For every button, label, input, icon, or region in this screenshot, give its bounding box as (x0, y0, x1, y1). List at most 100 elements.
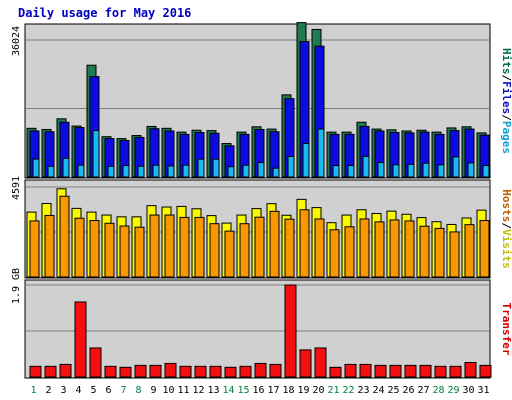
bar-hosts (344, 226, 355, 278)
bar-pages (347, 165, 355, 178)
bar-pages (107, 165, 115, 178)
bar-transfer (104, 365, 117, 378)
bar-pages (482, 165, 490, 178)
x-tick-label: 4 (75, 385, 81, 396)
axis-label-part: Hosts (500, 189, 512, 222)
x-tick-label: 26 (402, 385, 414, 396)
x-tick-label: 11 (177, 385, 189, 396)
axis-label: Transfer (500, 303, 512, 356)
x-tick-label: 16 (252, 385, 264, 396)
bar-transfer (74, 301, 87, 378)
x-tick-label: 14 (222, 385, 234, 396)
bar-pages (32, 158, 40, 178)
bar-pages (137, 165, 145, 178)
axis-label-part: / (500, 114, 512, 121)
bar-transfer (44, 365, 57, 378)
bar-hosts (164, 214, 175, 278)
chart-title: Daily usage for May 2016 (18, 6, 192, 20)
bar-hosts (314, 218, 325, 278)
bar-hosts (359, 218, 370, 278)
bar-hosts (134, 226, 145, 278)
x-tick-label: 19 (297, 385, 309, 396)
panel-visits: 4591 Hosts/Visits (11, 176, 512, 279)
bar-transfer (164, 362, 177, 378)
bar-pages (272, 167, 280, 178)
bar-pages (242, 164, 250, 178)
x-tick-label: 17 (267, 385, 279, 396)
x-tick-label: 21 (327, 385, 339, 396)
bar-pages (377, 162, 385, 178)
x-tick-label: 31 (477, 385, 489, 396)
bar-transfer (29, 365, 42, 378)
bar-pages (152, 164, 160, 178)
x-tick-label: 8 (135, 385, 141, 396)
bar-transfer (89, 347, 102, 378)
bar-transfer (239, 365, 252, 378)
x-tick-label: 22 (342, 385, 354, 396)
bar-transfer (134, 364, 147, 378)
bar-transfer (59, 363, 72, 378)
bar-hosts (269, 210, 280, 278)
bar-hosts (59, 195, 70, 278)
axis-label-part: / (500, 75, 512, 82)
bar-pages (407, 163, 415, 178)
bar-transfer (284, 284, 297, 378)
axis-label-part: Visits (500, 229, 512, 269)
bar-transfer (434, 365, 447, 378)
bar-hosts (464, 224, 475, 278)
x-tick-label: 12 (192, 385, 204, 396)
bar-transfer (254, 362, 267, 378)
max-value-label: 1.9 GB (11, 268, 22, 304)
x-tick-label: 25 (387, 385, 399, 396)
axis-label-part: / (500, 222, 512, 229)
x-tick-label: 1 (30, 385, 36, 396)
x-tick-label: 9 (150, 385, 156, 396)
x-tick-label: 29 (447, 385, 459, 396)
bar-transfer (344, 363, 357, 378)
x-tick-label: 30 (462, 385, 474, 396)
axis-label-part: Pages (500, 121, 512, 154)
x-tick-label: 5 (90, 385, 96, 396)
axis-label-part: Transfer (500, 303, 512, 356)
bar-hosts (284, 218, 295, 278)
x-tick-label: 3 (60, 385, 66, 396)
bar-transfer (464, 361, 477, 378)
bar-hosts (29, 220, 40, 278)
bar-transfer (449, 365, 462, 378)
bar-hosts (449, 231, 460, 278)
bar-hosts (404, 220, 415, 278)
bar-transfer (374, 364, 387, 378)
x-tick-label: 27 (417, 385, 429, 396)
bar-hosts (329, 229, 340, 278)
bar-pages (77, 164, 85, 178)
bar-pages (332, 165, 340, 178)
bar-hosts (299, 209, 310, 278)
bar-hosts (419, 225, 430, 278)
axis-label: Hits/Files/Pages (500, 48, 512, 154)
bar-hosts (209, 223, 220, 278)
bar-transfer (389, 364, 402, 378)
bar-transfer (479, 364, 492, 378)
bar-transfer (329, 366, 342, 378)
bar-transfer (419, 364, 432, 378)
bar-transfer (224, 366, 237, 378)
bar-pages (287, 155, 295, 178)
bar-pages (422, 162, 430, 178)
bar-pages (257, 162, 265, 178)
bar-pages (167, 165, 175, 178)
bar-hosts (224, 230, 235, 278)
bar-hosts (239, 223, 250, 278)
bar-hosts (149, 214, 160, 278)
bar-hosts (254, 216, 265, 278)
panel-transfer: 1.9 GB Transfer (11, 268, 512, 379)
bar-hosts (389, 219, 400, 278)
bar-pages (62, 157, 70, 178)
axis-label: Hosts/Visits (500, 189, 512, 269)
x-tick-label: 13 (207, 385, 219, 396)
x-tick-label: 15 (237, 385, 249, 396)
bar-hosts (194, 216, 205, 278)
bar-transfer (314, 347, 327, 378)
panel-background (24, 279, 491, 379)
bar-transfer (209, 365, 222, 378)
